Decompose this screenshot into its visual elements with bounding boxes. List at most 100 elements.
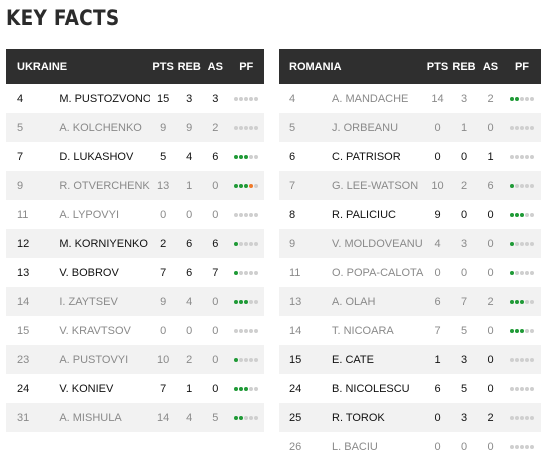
player-assists: 0: [212, 382, 219, 395]
player-assists: 7: [212, 266, 219, 279]
foul-dot: [244, 270, 249, 275]
player-assists: 0: [212, 208, 219, 221]
foul-dot: [530, 96, 534, 101]
player-assists: 0: [487, 237, 494, 250]
player-points: 5: [160, 150, 167, 163]
foul-dot: [249, 270, 254, 275]
foul-dot: [510, 212, 514, 217]
foul-dot: [244, 415, 249, 420]
personal-fouls-indicator: [229, 386, 264, 391]
foul-dot: [234, 386, 239, 391]
player-name: L. BACIU: [332, 440, 378, 453]
foul-dot: [254, 183, 259, 188]
personal-fouls-indicator: [229, 415, 264, 420]
player-assists: 0: [487, 208, 494, 221]
table-body: 4 A. MANDACHE 14 3 2 5 J. ORBEANU 0 1 0 6 C. PATRIS…: [279, 84, 541, 461]
table-row: 31 A. MISHULA 14 4 5: [6, 403, 264, 432]
foul-dot: [515, 299, 519, 304]
foul-dot: [249, 154, 254, 159]
foul-dot: [254, 415, 259, 420]
foul-dot: [530, 212, 534, 217]
foul-dot: [249, 299, 254, 304]
personal-fouls-indicator: [504, 386, 540, 391]
foul-dot: [249, 96, 254, 101]
foul-dot: [249, 183, 254, 188]
table-body: 4 M. PUSTOZVONOV 15 3 3 5 A. KOLCHENKO 9 9 2 7 D. L…: [6, 84, 264, 432]
foul-dot: [244, 357, 249, 362]
player-rebounds: 1: [186, 179, 193, 192]
foul-dot: [515, 154, 519, 159]
player-points: 2: [160, 237, 167, 250]
foul-dot: [239, 241, 244, 246]
foul-dot: [530, 183, 534, 188]
player-name: V. MOLDOVEANU: [332, 237, 423, 250]
foul-dot: [239, 386, 244, 391]
foul-dot: [254, 328, 259, 333]
player-number: 26: [289, 440, 302, 453]
foul-dot: [510, 154, 514, 159]
foul-dot: [520, 415, 524, 420]
foul-dot: [249, 357, 254, 362]
foul-dot: [244, 154, 249, 159]
player-rebounds: 0: [460, 208, 468, 221]
table-row: 14 I. ZAYTSEV 9 4 0: [6, 287, 264, 316]
table-row: 11 A. LYPOVYI 0 0 0: [6, 200, 264, 229]
foul-dot: [510, 96, 514, 101]
player-assists: 0: [487, 440, 494, 453]
foul-dot: [234, 183, 239, 188]
player-points: 13: [157, 179, 170, 192]
foul-dot: [239, 96, 244, 101]
player-points: 4: [434, 237, 441, 250]
player-assists: 2: [487, 92, 494, 105]
team-name: ROMANIA: [289, 60, 342, 73]
player-assists: 0: [212, 353, 219, 366]
foul-dot: [515, 96, 519, 101]
player-assists: 6: [212, 150, 219, 163]
foul-dot: [234, 96, 239, 101]
player-name: V. KRAVTSOV: [59, 324, 131, 337]
player-number: 6: [289, 150, 296, 163]
player-rebounds: 7: [460, 295, 468, 308]
foul-dot: [520, 299, 524, 304]
player-points: 0: [434, 121, 441, 134]
player-rebounds: 0: [460, 266, 468, 279]
player-number: 15: [17, 324, 30, 337]
personal-fouls-indicator: [229, 212, 264, 217]
player-rebounds: 0: [460, 150, 468, 163]
foul-dot: [525, 96, 529, 101]
player-assists: 2: [487, 295, 494, 308]
foul-dot: [530, 241, 534, 246]
player-rebounds: 3: [460, 237, 468, 250]
foul-dot: [234, 154, 239, 159]
foul-dot: [525, 183, 529, 188]
foul-dot: [515, 241, 519, 246]
player-number: 25: [289, 411, 302, 424]
player-assists: 3: [212, 92, 219, 105]
player-number: 24: [17, 382, 30, 395]
player-number: 5: [17, 121, 24, 134]
player-name: A. PUSTOVYI: [59, 353, 129, 366]
player-points: 1: [434, 353, 441, 366]
foul-dot: [234, 357, 239, 362]
foul-dot: [520, 212, 524, 217]
table-row: 13 A. OLAH 6 7 2: [279, 287, 541, 316]
foul-dot: [510, 241, 514, 246]
foul-dot: [515, 415, 519, 420]
player-points: 9: [160, 121, 167, 134]
foul-dot: [239, 183, 244, 188]
player-name: E. CATE: [332, 353, 374, 366]
foul-dot: [515, 444, 519, 449]
header-as: AS: [482, 60, 499, 73]
player-rebounds: 4: [186, 411, 193, 424]
player-number: 9: [289, 237, 296, 250]
player-name: A. MANDACHE: [332, 92, 409, 105]
player-name: A. MISHULA: [59, 411, 122, 424]
foul-dot: [510, 328, 514, 333]
player-name: G. LEE-WATSON: [332, 179, 419, 192]
personal-fouls-indicator: [504, 212, 540, 217]
table-row: 6 C. PATRISOR 0 0 1: [279, 142, 541, 171]
table-row: 24 B. NICOLESCU 6 5 0: [279, 374, 541, 403]
player-assists: 6: [487, 179, 494, 192]
player-points: 9: [160, 295, 167, 308]
table-row: 9 R. OTVERCHENKO 13 1 0: [6, 171, 264, 200]
